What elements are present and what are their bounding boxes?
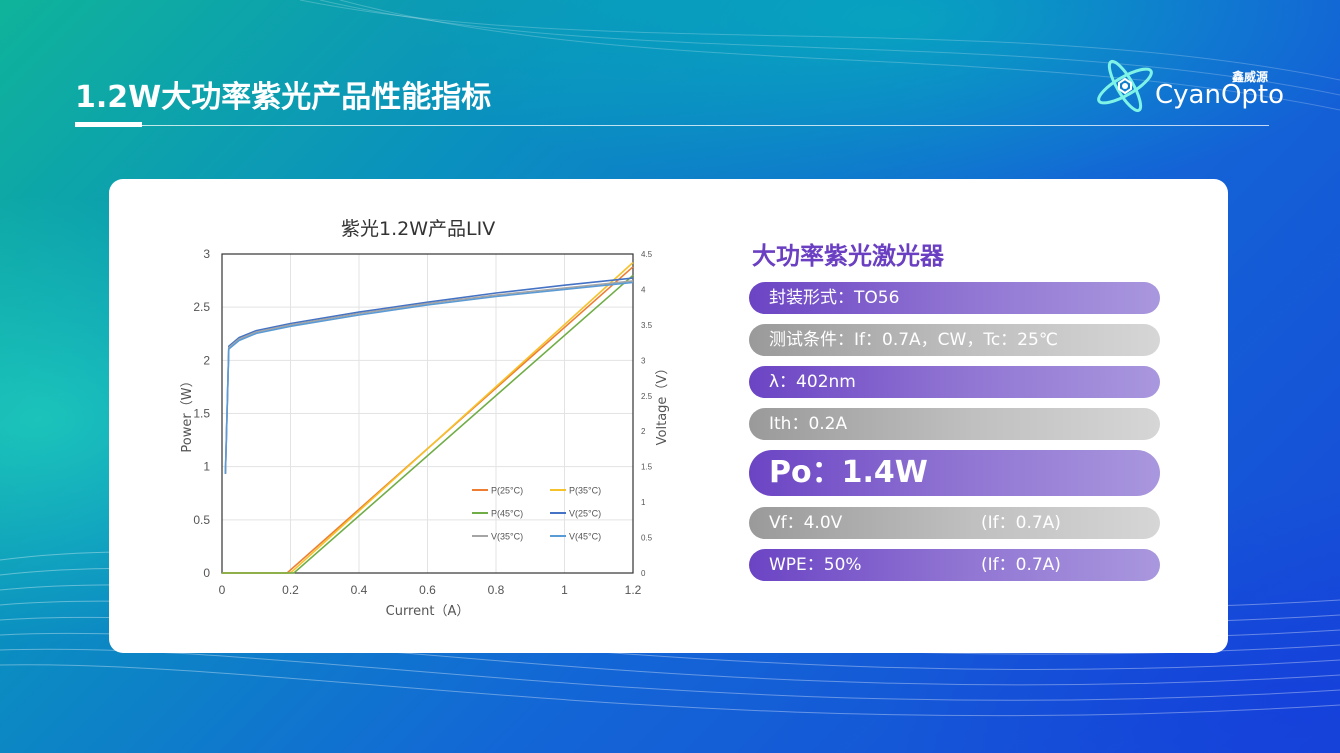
spec-forward-voltage: Vf：4.0V (If：0.7A) bbox=[749, 507, 1160, 539]
y2-tick-label: 1 bbox=[641, 498, 646, 507]
spec-threshold-text: Ith：0.2A bbox=[769, 414, 848, 434]
y-tick-label: 1 bbox=[203, 460, 210, 474]
y2-tick-label: 4.5 bbox=[641, 250, 653, 259]
spec-wpe: WPE：50% (If：0.7A) bbox=[749, 549, 1160, 581]
logo-chinese-name: 鑫威源 bbox=[1232, 70, 1269, 84]
series-line bbox=[224, 277, 634, 474]
logo-english-name: CyanOpto bbox=[1155, 80, 1285, 110]
x-axis-label: Current（A） bbox=[386, 604, 470, 619]
spec-package: 封装形式：TO56 bbox=[749, 282, 1160, 314]
title-accent-bar bbox=[75, 122, 142, 127]
x-tick-label: 0 bbox=[219, 583, 226, 597]
spec-wpe-condition: (If：0.7A) bbox=[981, 555, 1061, 575]
spec-wavelength: λ：402nm bbox=[749, 366, 1160, 398]
plot-frame bbox=[221, 253, 634, 574]
legend-entry: P(45°C) bbox=[491, 509, 523, 519]
x-tick-label: 0.2 bbox=[282, 583, 299, 597]
legend-entry: V(45°C) bbox=[569, 532, 601, 542]
legend-entry: P(25°C) bbox=[491, 486, 523, 496]
chart-title: 紫光1.2W产品LIV bbox=[341, 218, 496, 240]
spec-package-text: 封装形式：TO56 bbox=[769, 288, 900, 308]
x-tick-label: 1.2 bbox=[625, 583, 642, 597]
series-line bbox=[224, 280, 634, 474]
spec-test-conditions-text: 测试条件：If：0.7A，CW，Tc：25℃ bbox=[769, 330, 1058, 350]
x-tick-label: 0.6 bbox=[419, 583, 436, 597]
spec-output-power: Po：1.4W bbox=[749, 450, 1160, 496]
atom-logo-icon bbox=[1097, 59, 1153, 113]
x-tick-label: 0.4 bbox=[351, 583, 368, 597]
y2-tick-label: 2 bbox=[641, 427, 646, 436]
y-tick-label: 0 bbox=[203, 566, 210, 580]
y-tick-label: 1.5 bbox=[193, 407, 210, 421]
spec-wavelength-text: λ：402nm bbox=[769, 372, 856, 392]
y-axis-label: Power（W） bbox=[180, 374, 195, 452]
y2-tick-label: 3 bbox=[641, 356, 646, 365]
y-tick-label: 3 bbox=[203, 247, 210, 261]
spec-output-power-text: Po：1.4W bbox=[769, 455, 928, 490]
spec-forward-voltage-text: Vf：4.0V bbox=[769, 513, 843, 533]
y-tick-label: 0.5 bbox=[193, 513, 210, 527]
legend-entry: P(35°C) bbox=[569, 486, 601, 496]
series-line bbox=[224, 281, 634, 474]
y2-axis-label: Voltage（V） bbox=[655, 362, 670, 446]
y2-tick-label: 4 bbox=[641, 285, 646, 294]
x-tick-label: 1 bbox=[561, 583, 568, 597]
title-divider bbox=[75, 125, 1269, 126]
y2-tick-label: 0.5 bbox=[641, 534, 653, 543]
y-tick-label: 2.5 bbox=[193, 300, 210, 314]
y2-tick-label: 3.5 bbox=[641, 321, 653, 330]
y2-tick-label: 0 bbox=[641, 569, 646, 578]
x-tick-label: 0.8 bbox=[488, 583, 505, 597]
spec-wpe-text: WPE：50% bbox=[769, 555, 862, 575]
spec-heading: 大功率紫光激光器 bbox=[752, 242, 944, 270]
legend-entry: V(35°C) bbox=[491, 532, 523, 542]
legend-entry: V(25°C) bbox=[569, 509, 601, 519]
slide-title: 1.2W大功率紫光产品性能指标 bbox=[75, 80, 492, 115]
series-line bbox=[222, 274, 634, 574]
y2-tick-label: 2.5 bbox=[641, 392, 653, 401]
spec-threshold: Ith：0.2A bbox=[749, 408, 1160, 440]
spec-forward-voltage-condition: (If：0.7A) bbox=[981, 513, 1061, 533]
spec-test-conditions: 测试条件：If：0.7A，CW，Tc：25℃ bbox=[749, 324, 1160, 356]
y-tick-label: 2 bbox=[203, 353, 210, 367]
y2-tick-label: 1.5 bbox=[641, 463, 653, 472]
